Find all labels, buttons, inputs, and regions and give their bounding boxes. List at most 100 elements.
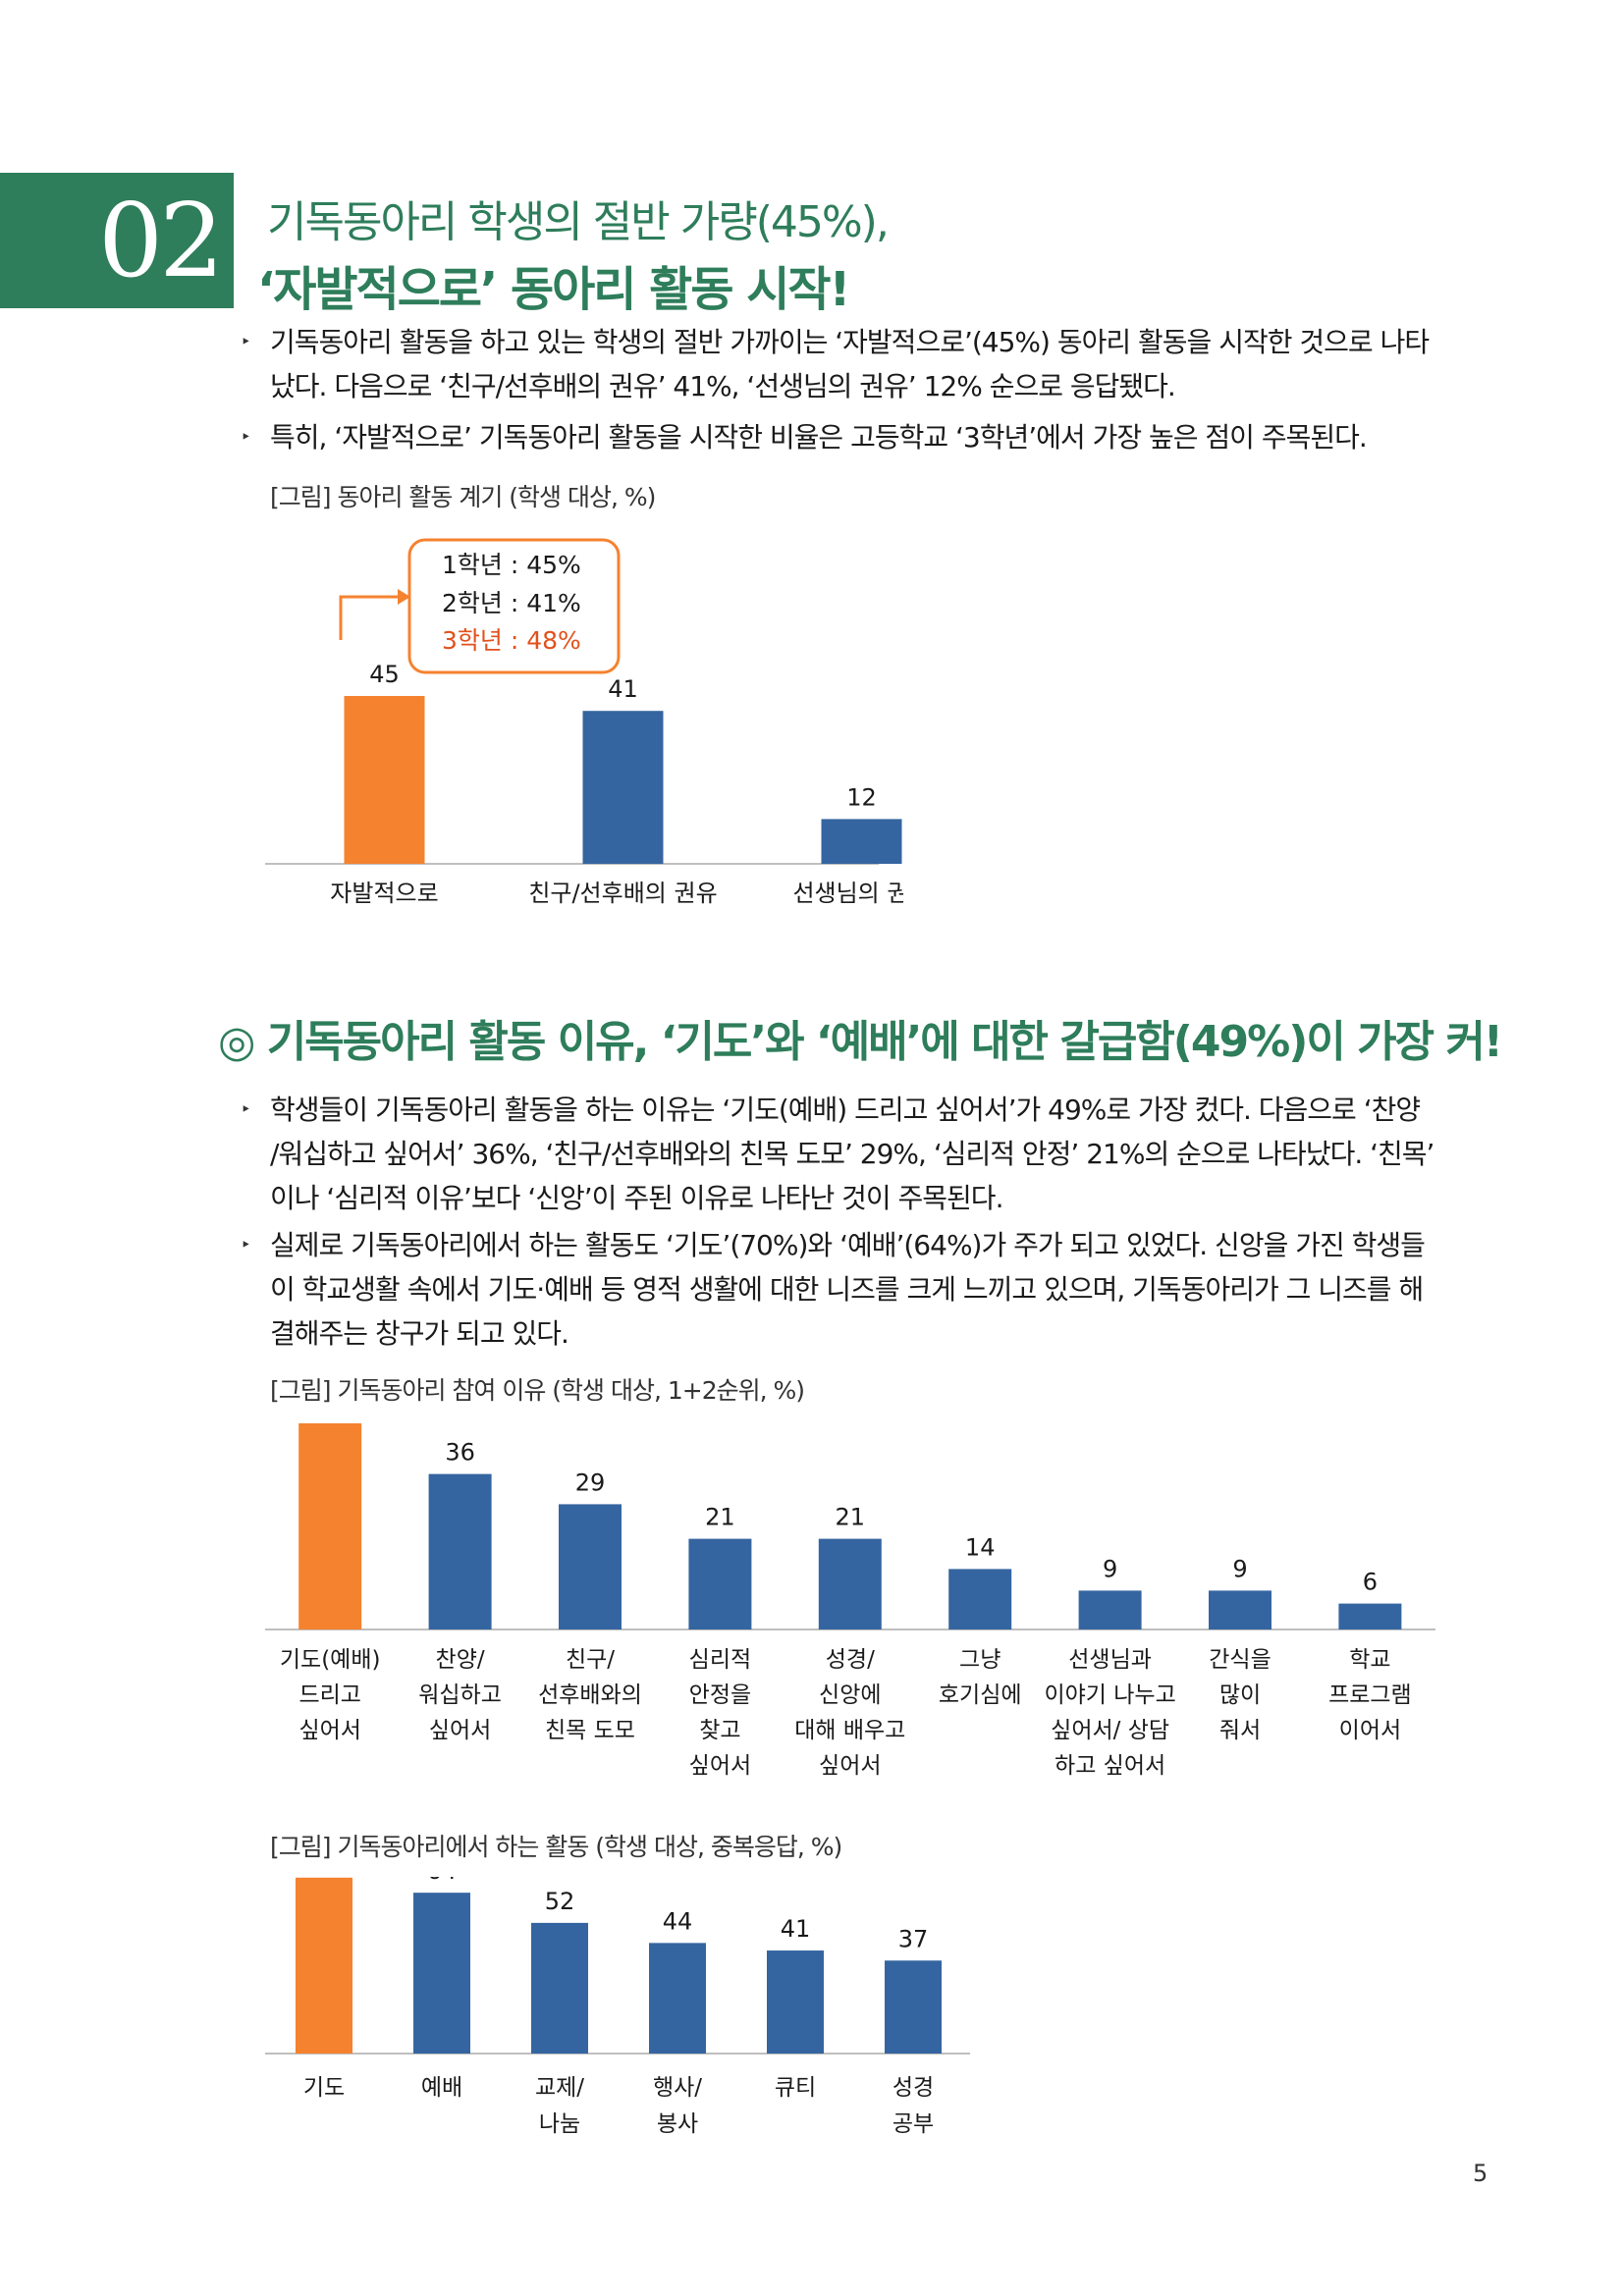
section-number-block <box>0 173 234 308</box>
category-label: 심리적 <box>689 1647 751 1673</box>
data-label: 44 <box>663 1907 693 1935</box>
bar <box>1078 1590 1142 1629</box>
bullet-arrow-icon: ‣ <box>241 1099 251 1120</box>
category-label: 싶어서 <box>429 1718 491 1743</box>
category-label: 선후배와의 <box>538 1682 642 1708</box>
bullet-line: 났다. 다음으로 ‘친구/선후배의 권유’ 41%, ‘선생님의 권유’ 12%… <box>270 370 1176 402</box>
bar <box>885 1960 942 2054</box>
category-label: 학교 <box>1349 1647 1390 1673</box>
bullet-line: 이 학교생활 속에서 기도·예배 등 영적 생활에 대한 니즈를 크게 느끼고 … <box>270 1273 1424 1306</box>
category-label: 성경/ <box>826 1647 875 1673</box>
category-label: 이야기 나누고 <box>1044 1682 1175 1708</box>
data-label: 21 <box>705 1504 735 1531</box>
chart1-caption: [그림] 동아리 활동 계기 (학생 대상, %) <box>270 483 656 511</box>
category-label: 많이 <box>1219 1682 1261 1708</box>
data-label: 9 <box>1103 1555 1117 1582</box>
bullet-arrow-icon: ‣ <box>241 332 251 352</box>
data-label: 29 <box>575 1468 606 1496</box>
data-label: 21 <box>836 1504 866 1531</box>
category-label: 싶어서 <box>689 1753 751 1779</box>
category-label: 드리고 <box>298 1682 360 1708</box>
category-label: 하고 싶어서 <box>1055 1753 1165 1779</box>
data-label: 41 <box>781 1915 811 1943</box>
category-label: 신앙에 <box>819 1682 881 1708</box>
bullet-line: 기독동아리 활동을 하고 있는 학생의 절반 가까이는 ‘자발적으로’(45%)… <box>270 326 1430 358</box>
data-label: 14 <box>965 1533 996 1561</box>
page-number: 5 <box>1473 2160 1488 2187</box>
bullet-line: /워십하고 싶어서’ 36%, ‘친구/선후배와의 친목 도모’ 29%, ‘심… <box>270 1138 1434 1170</box>
category-label: 공부 <box>893 2111 934 2137</box>
category-label: 대해 배우고 <box>794 1718 905 1743</box>
category-label: 성경 <box>893 2075 934 2101</box>
data-label: 9 <box>1232 1555 1247 1582</box>
bullet-paragraph: ‣ 기독동아리 활동을 하고 있는 학생의 절반 가까이는 ‘자발적으로’(45… <box>241 320 1488 408</box>
bullet-line: 특히, ‘자발적으로’ 기독동아리 활동을 시작한 비율은 고등학교 ‘3학년’… <box>270 421 1368 454</box>
bullet-line: 결해주는 창구가 되고 있다. <box>270 1317 569 1350</box>
category-label: 교제/ <box>535 2075 584 2101</box>
bar <box>413 1893 470 2054</box>
annotation-box <box>407 538 621 674</box>
category-label: 행사/ <box>653 2075 702 2101</box>
section-title-line1: 기독동아리 학생의 절반 가량(45%), <box>267 197 890 247</box>
grade-annotation: 1학년 : 45% 2학년 : 41% 3학년 : 48% <box>339 538 621 674</box>
category-label: 기도 <box>303 2075 345 2101</box>
category-label: 싶어서/ 상담 <box>1051 1718 1169 1743</box>
data-label: 52 <box>545 1888 575 1915</box>
section-title-line2: ‘자발적으로’ 동아리 활동 시작! <box>257 262 850 317</box>
category-label: 큐티 <box>775 2075 816 2101</box>
category-label: 예배 <box>421 2075 462 2101</box>
category-label: 이어서 <box>1339 1718 1401 1743</box>
bar <box>296 1877 352 2054</box>
subsection-title: ◎ 기독동아리 활동 이유, ‘기도’와 ‘예배’에 대한 갈급함(49%)이 … <box>218 1017 1503 1067</box>
data-label: 37 <box>898 1925 929 1952</box>
bullet-line: 이나 ‘심리적 이유’보다 ‘신앙’이 주된 이유로 나타난 것이 주목된다. <box>270 1182 1003 1214</box>
category-label: 기도(예배) <box>280 1647 381 1673</box>
category-label: 프로그램 <box>1328 1682 1412 1708</box>
annotation-line: 1학년 : 45% <box>442 551 581 579</box>
data-label: 12 <box>846 783 877 811</box>
bar <box>559 1504 622 1629</box>
category-label: 찬양/ <box>436 1647 485 1673</box>
category-label: 줘서 <box>1219 1718 1261 1743</box>
bar <box>767 1950 824 2054</box>
category-label: 선생님과 <box>1068 1647 1152 1673</box>
chart2-caption: [그림] 기독동아리 참여 이유 (학생 대상, 1+2순위, %) <box>270 1376 805 1405</box>
bar <box>428 1473 492 1629</box>
bar <box>531 1922 588 2054</box>
annotation-arrow <box>339 595 398 640</box>
category-label: 찾고 <box>699 1718 740 1743</box>
category-label: 선생님의 권유 <box>792 880 903 907</box>
data-label: 6 <box>1363 1569 1378 1596</box>
data-label: 41 <box>608 675 638 703</box>
annotation-arrowhead <box>398 589 410 605</box>
data-label: 64 <box>427 1877 458 1885</box>
bar <box>298 1423 362 1629</box>
bar <box>818 1538 882 1629</box>
category-label: 봉사 <box>657 2111 698 2137</box>
bar <box>1209 1590 1271 1629</box>
bullet-line: 학생들이 기독동아리 활동을 하는 이유는 ‘기도(예배) 드리고 싶어서’가 … <box>270 1094 1421 1126</box>
category-label: 친구/ <box>566 1647 615 1673</box>
bullet-arrow-icon: ‣ <box>241 427 251 448</box>
bar <box>582 711 664 864</box>
category-label: 친목 도모 <box>545 1718 635 1743</box>
bullet-line: 실제로 기독동아리에서 하는 활동도 ‘기도’(70%)와 ‘예배’(64%)가… <box>270 1229 1426 1261</box>
data-label: 45 <box>369 661 400 688</box>
category-label: 워십하고 <box>418 1682 502 1708</box>
category-label: 간식을 <box>1209 1647 1271 1673</box>
category-label: 자발적으로 <box>330 880 438 907</box>
bar <box>1338 1603 1402 1629</box>
bar <box>688 1538 752 1629</box>
category-label: 친구/선후배의 권유 <box>528 880 717 907</box>
bar <box>344 696 425 864</box>
category-label: 안정을 <box>689 1682 751 1708</box>
bullet-paragraph: ‣ 실제로 기독동아리에서 하는 활동도 ‘기도’(70%)와 ‘예배’(64%… <box>241 1223 1488 1356</box>
bar <box>821 819 902 864</box>
bar <box>649 1943 706 2054</box>
bullet-arrow-icon: ‣ <box>241 1235 251 1255</box>
annotation-line: 2학년 : 41% <box>442 589 581 617</box>
bullet-paragraph: ‣ 특히, ‘자발적으로’ 기독동아리 활동을 시작한 비율은 고등학교 ‘3학… <box>241 415 1488 459</box>
category-label: 호기심에 <box>939 1682 1022 1708</box>
